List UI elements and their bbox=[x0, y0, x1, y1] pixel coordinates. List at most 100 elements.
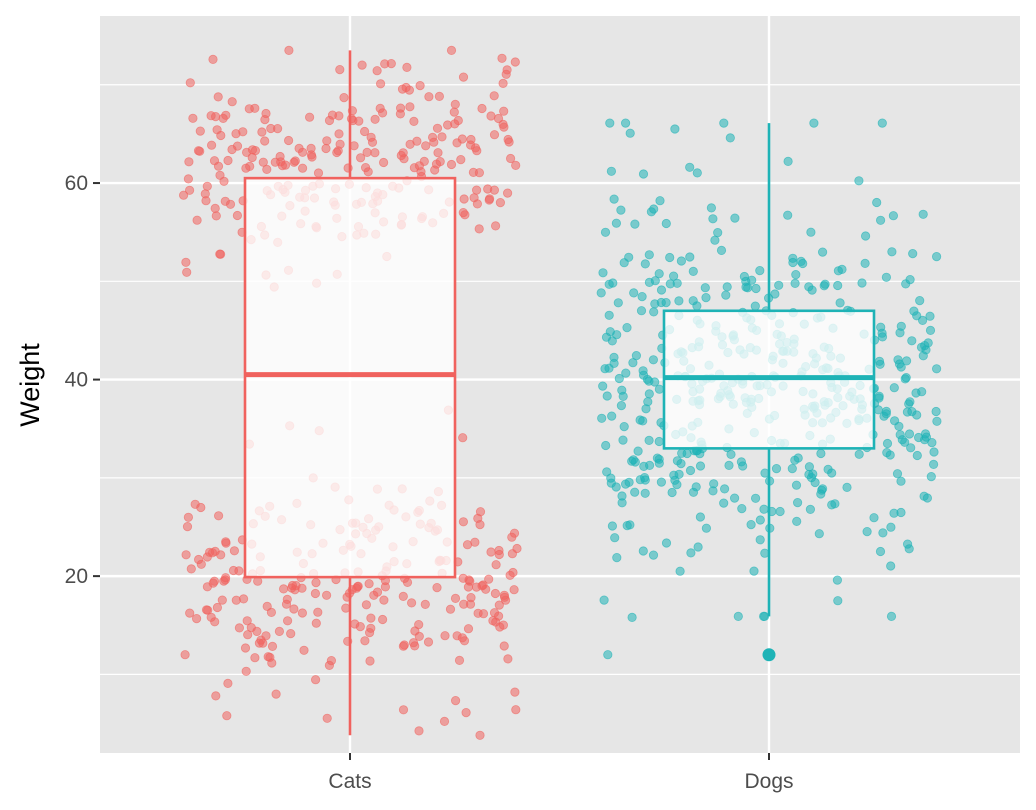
data-point bbox=[433, 148, 443, 158]
data-point bbox=[725, 133, 735, 143]
data-point bbox=[505, 570, 515, 580]
data-point bbox=[211, 211, 221, 221]
data-point bbox=[266, 607, 276, 618]
data-point bbox=[217, 595, 227, 605]
data-point bbox=[274, 626, 284, 637]
data-point bbox=[477, 581, 487, 591]
data-point bbox=[932, 416, 942, 426]
data-point bbox=[809, 118, 819, 128]
data-point bbox=[498, 78, 508, 89]
data-point bbox=[616, 205, 626, 215]
data-point bbox=[641, 404, 651, 414]
data-point bbox=[507, 549, 518, 559]
data-point bbox=[830, 499, 840, 509]
data-point bbox=[456, 155, 466, 165]
data-point bbox=[370, 114, 380, 124]
data-point bbox=[688, 266, 698, 276]
data-point bbox=[223, 678, 233, 689]
data-point bbox=[926, 471, 936, 482]
data-point bbox=[450, 119, 460, 129]
data-point bbox=[758, 611, 769, 622]
data-point bbox=[185, 78, 195, 88]
data-point bbox=[774, 280, 784, 290]
data-point bbox=[284, 45, 294, 56]
data-point bbox=[827, 468, 837, 478]
data-point bbox=[297, 147, 308, 157]
y-tick-label: 40 bbox=[65, 369, 88, 392]
data-point bbox=[672, 456, 683, 466]
data-point bbox=[817, 247, 828, 257]
boxplots bbox=[243, 50, 876, 736]
data-point bbox=[275, 151, 285, 162]
data-point bbox=[854, 176, 864, 186]
axes: 20 40 60 Cats Dogs bbox=[65, 172, 794, 793]
data-point bbox=[931, 252, 942, 262]
data-point bbox=[260, 115, 270, 125]
data-point bbox=[185, 185, 195, 195]
data-point bbox=[415, 81, 425, 91]
data-point bbox=[250, 653, 260, 663]
data-point bbox=[355, 621, 365, 632]
data-point bbox=[726, 449, 736, 459]
data-point bbox=[498, 620, 508, 630]
data-point bbox=[379, 595, 389, 605]
data-point bbox=[907, 406, 917, 417]
data-point bbox=[267, 641, 278, 652]
data-point bbox=[730, 213, 740, 223]
data-point bbox=[432, 123, 443, 133]
data-point bbox=[750, 493, 761, 503]
data-point bbox=[446, 45, 457, 56]
data-point bbox=[606, 473, 616, 483]
data-point bbox=[722, 282, 732, 292]
data-point bbox=[602, 391, 612, 401]
data-point bbox=[614, 373, 624, 384]
data-point bbox=[771, 463, 782, 474]
data-point bbox=[402, 62, 412, 73]
data-point bbox=[706, 203, 717, 213]
data-point bbox=[921, 345, 931, 355]
data-point bbox=[209, 156, 220, 166]
data-point bbox=[665, 279, 675, 289]
data-point bbox=[876, 322, 886, 332]
data-point bbox=[458, 433, 468, 443]
data-point bbox=[907, 336, 917, 346]
data-point bbox=[334, 111, 344, 121]
data-point bbox=[449, 107, 459, 117]
data-point bbox=[510, 687, 520, 697]
data-point bbox=[278, 584, 289, 594]
data-point bbox=[227, 144, 237, 155]
data-point bbox=[620, 118, 631, 128]
data-point bbox=[324, 115, 335, 126]
data-point bbox=[667, 487, 677, 498]
data-point bbox=[252, 626, 262, 637]
data-point bbox=[232, 210, 242, 221]
data-point bbox=[339, 93, 349, 103]
data-point bbox=[749, 566, 759, 576]
data-point bbox=[510, 57, 520, 67]
data-point bbox=[395, 109, 405, 119]
data-point bbox=[630, 487, 640, 497]
data-point bbox=[695, 512, 706, 522]
data-point bbox=[621, 368, 631, 378]
data-point bbox=[656, 477, 667, 487]
data-point bbox=[410, 626, 420, 636]
x-tick-label: Dogs bbox=[744, 770, 793, 793]
data-point bbox=[262, 164, 272, 174]
data-point bbox=[604, 310, 614, 320]
data-point bbox=[366, 623, 376, 633]
data-point bbox=[637, 291, 647, 302]
data-point bbox=[708, 214, 718, 224]
data-point bbox=[450, 593, 461, 604]
data-point bbox=[607, 521, 618, 531]
data-point bbox=[792, 497, 803, 508]
data-point bbox=[790, 455, 800, 465]
data-point bbox=[511, 705, 521, 715]
data-point bbox=[670, 124, 680, 134]
data-point bbox=[310, 588, 320, 599]
data-point bbox=[475, 507, 486, 517]
data-point bbox=[297, 163, 308, 173]
data-point bbox=[505, 153, 516, 164]
data-point bbox=[420, 599, 430, 610]
data-point bbox=[616, 400, 627, 411]
data-point bbox=[648, 355, 659, 365]
